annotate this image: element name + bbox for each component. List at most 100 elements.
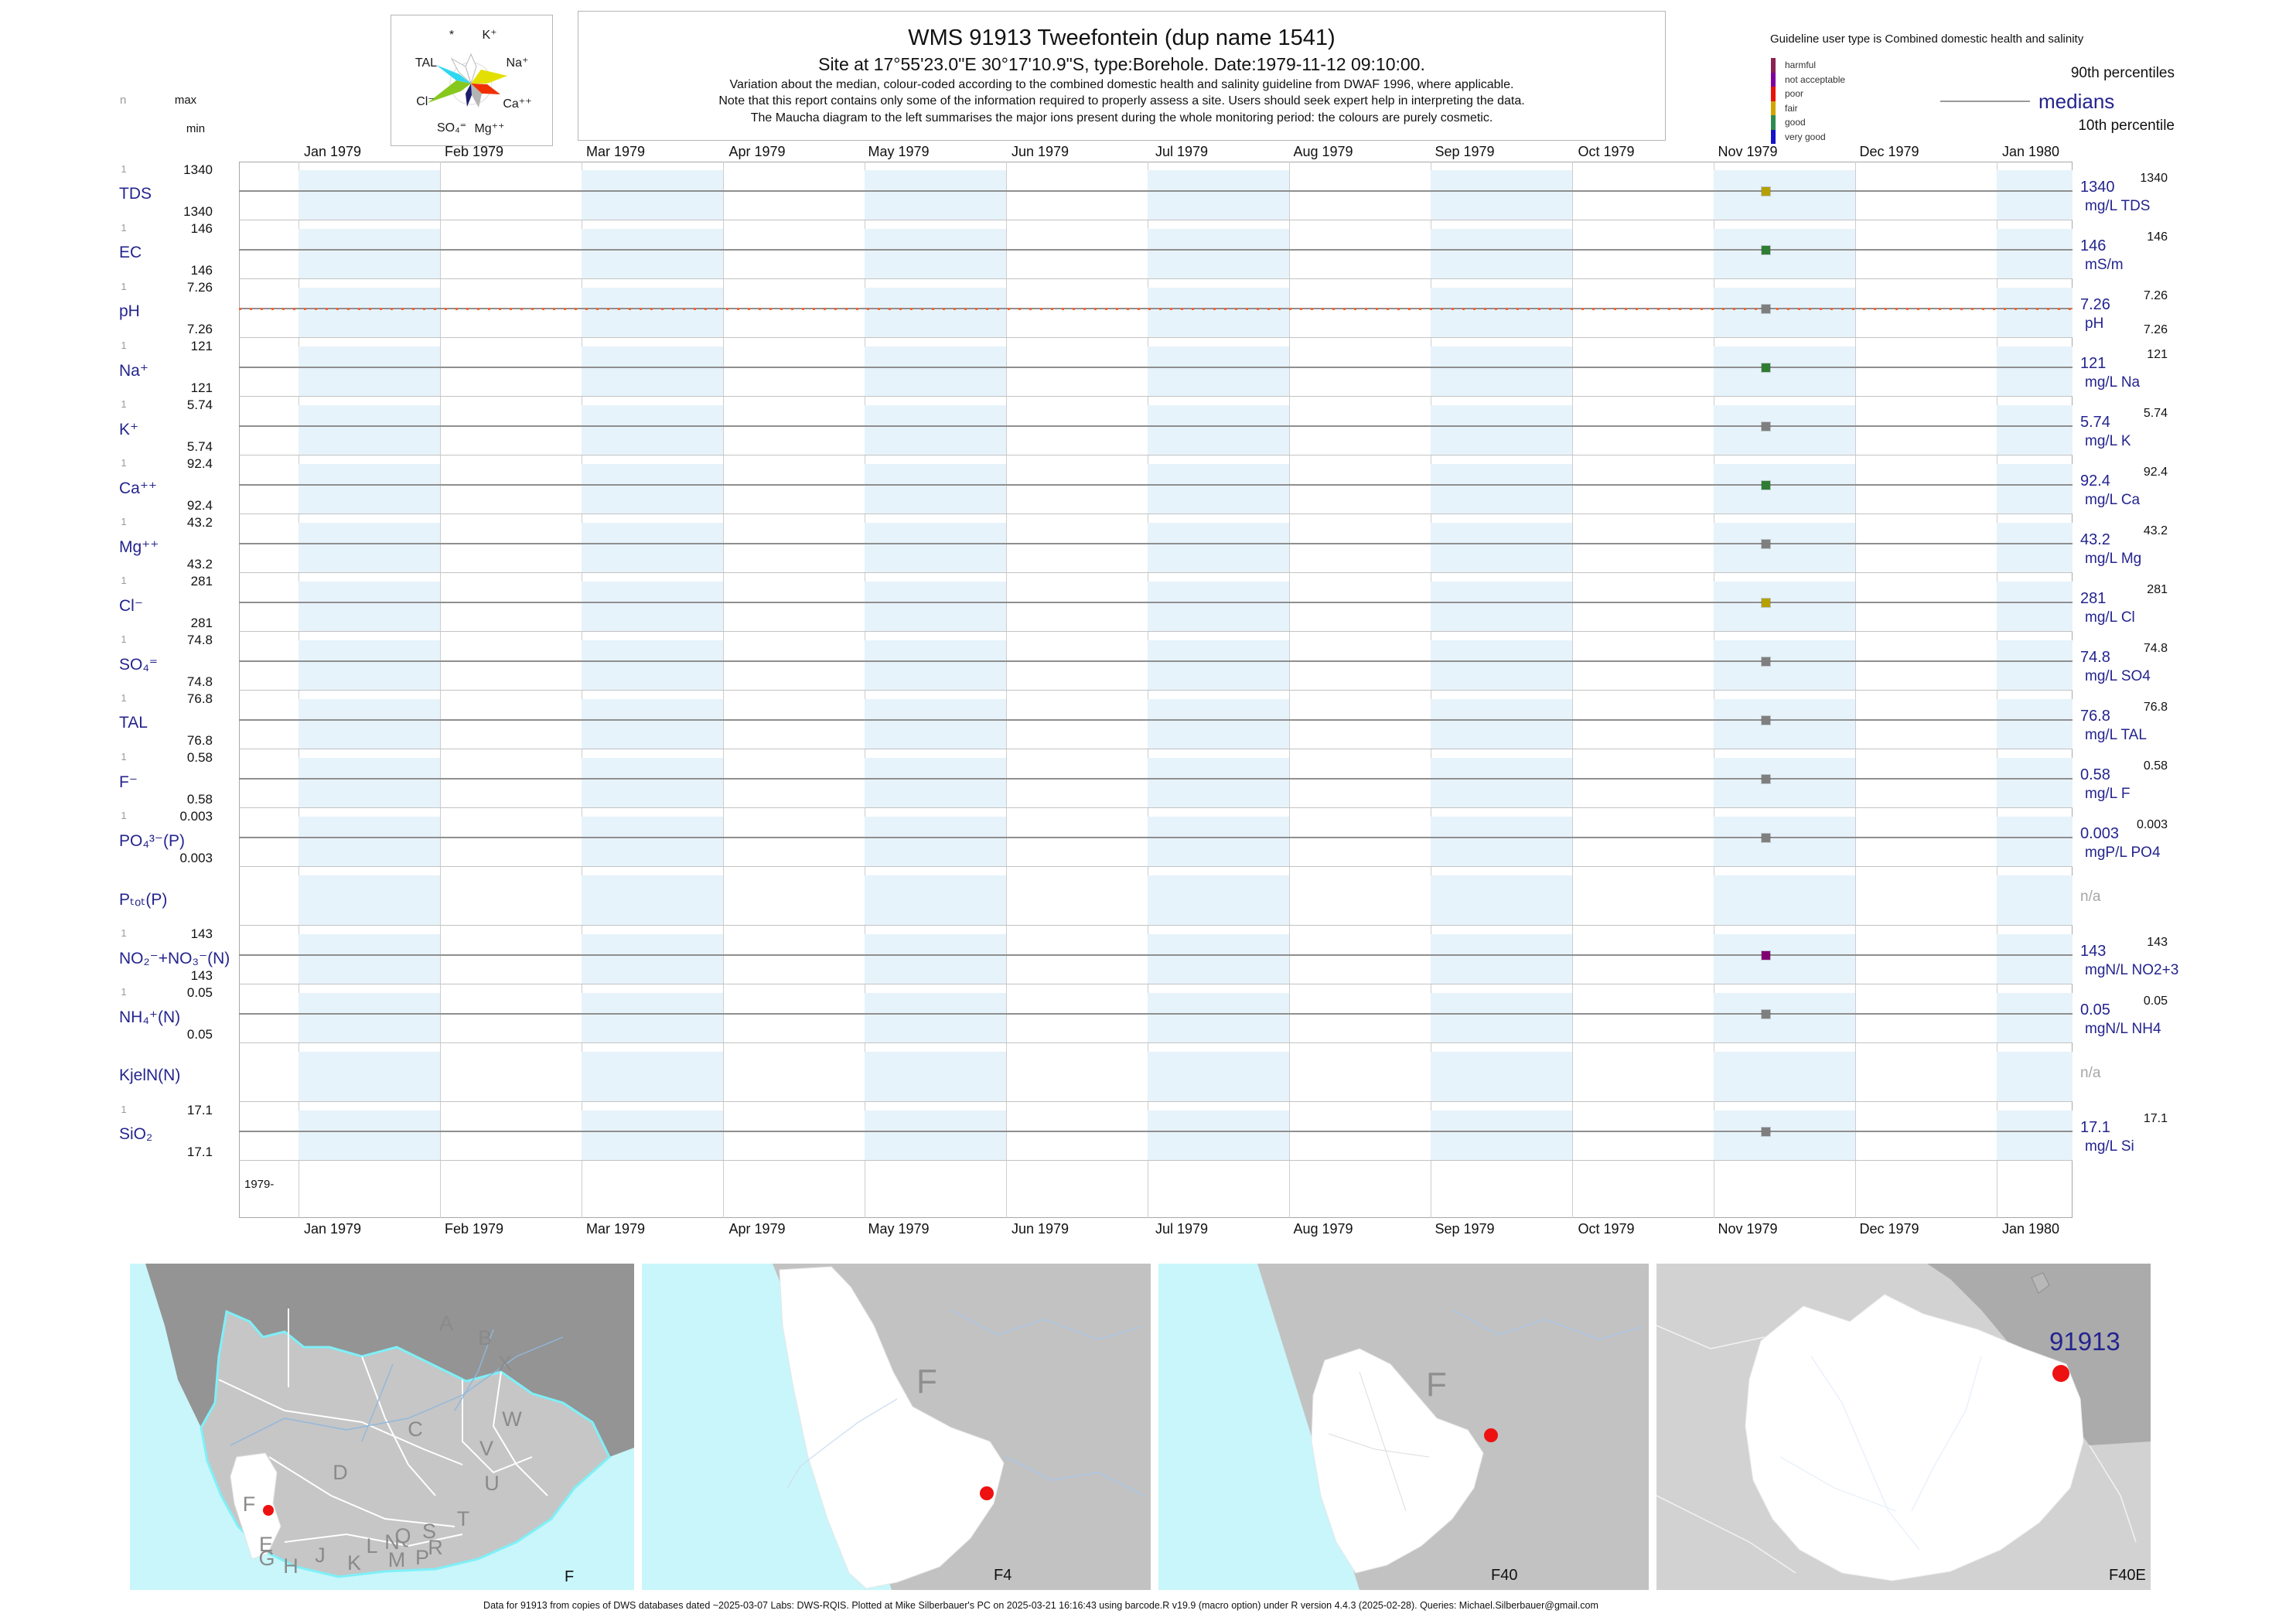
month-cell-shaded — [1431, 640, 1572, 690]
row-n-count: 1 — [121, 457, 127, 469]
report-title: WMS 91913 Tweefontein (dup name 1541) — [908, 26, 1336, 50]
row-median-value: 76.8 — [2080, 708, 2110, 725]
guideline-class-label: good — [1785, 117, 1806, 128]
footer-attribution: Data for 91913 from copies of DWS databa… — [483, 1600, 1598, 1611]
row-p90-value: 74.8 — [2143, 642, 2168, 655]
month-cell-shaded — [1714, 405, 1855, 455]
month-cell-shaded — [299, 1052, 440, 1101]
month-cell-shaded — [299, 993, 440, 1042]
param-row — [239, 926, 2073, 984]
map-panel-label-F4: F4 — [994, 1567, 1012, 1584]
row-param-name: pH — [119, 302, 140, 320]
row-median-value: 5.74 — [2080, 414, 2110, 431]
site-marker-f40e — [2052, 1365, 2069, 1382]
month-cell-shaded — [1148, 1111, 1289, 1160]
map-rivers — [230, 1329, 564, 1446]
drainage-region-letter: H — [283, 1554, 299, 1578]
site-subtitle: Site at 17°55'23.0"E 30°17'10.9"S, type:… — [818, 54, 1425, 74]
month-cell-shaded — [582, 758, 723, 807]
data-point — [1761, 950, 1770, 960]
drainage-region-letter: N — [384, 1530, 400, 1554]
data-point — [1761, 245, 1770, 254]
month-label-bottom: Jan 1980 — [2001, 1221, 2060, 1237]
title-box: WMS 91913 Tweefontein (dup name 1541) Si… — [578, 11, 1666, 141]
row-unit-label: pH — [2085, 316, 2104, 332]
month-cell-shaded — [1431, 1052, 1572, 1101]
map-neighbor-countries — [145, 1264, 634, 1457]
month-cell-shaded — [1148, 582, 1289, 631]
row-param-name: TDS — [119, 185, 152, 203]
row-min-value: 5.74 — [186, 439, 213, 454]
month-cell-shaded — [1997, 817, 2073, 866]
month-label-bottom: May 1979 — [868, 1221, 930, 1237]
month-cell-shaded — [582, 523, 723, 572]
maucha-ion-label: TAL — [415, 56, 438, 70]
row-p90-value: 143 — [2147, 936, 2168, 949]
row-param-name: TAL — [119, 714, 148, 732]
row-unit-label: mg/L Si — [2085, 1138, 2134, 1155]
guideline-user-type: Guideline user type is Combined domestic… — [1770, 32, 2084, 46]
row-median-value: 0.003 — [2080, 825, 2120, 842]
map-panel-label-F40: F40 — [1491, 1567, 1518, 1584]
row-param-name: K⁺ — [119, 421, 139, 438]
row-unit-label: mg/L Ca — [2085, 492, 2141, 508]
row-unit-label: mg/L TDS — [2085, 198, 2151, 214]
row-min-value: 281 — [190, 616, 213, 630]
row-unit-label: mgP/L PO4 — [2085, 844, 2161, 861]
row-p90-value: 92.4 — [2143, 466, 2168, 479]
month-cell-shaded — [1997, 993, 2073, 1042]
maucha-wedge-white-upleft — [450, 57, 473, 85]
month-cell-shaded — [865, 346, 1006, 396]
row-no-data-label: n/a — [2080, 1065, 2101, 1081]
month-cell-shaded — [1148, 288, 1289, 337]
row-no-data-label: n/a — [2080, 889, 2101, 905]
row-param-name: PO₄³⁻(P) — [119, 832, 185, 850]
row-median-value: 92.4 — [2080, 473, 2110, 490]
row-min-value: 0.003 — [179, 851, 213, 865]
row-median-value: 74.8 — [2080, 649, 2110, 666]
month-cell-shaded — [1997, 405, 2073, 455]
median-line — [239, 249, 2073, 251]
maucha-ion-label: Na⁺ — [506, 56, 529, 70]
data-point — [1761, 598, 1770, 607]
map-f40-rivers — [1452, 1309, 1643, 1340]
month-label-bottom: Dec 1979 — [1859, 1221, 1919, 1237]
maucha-wedge-yellow-na — [471, 70, 507, 84]
month-cell-shaded — [1714, 934, 1855, 984]
month-cell-shaded — [1997, 346, 2073, 396]
data-point — [1761, 363, 1770, 372]
month-cell-shaded — [1148, 640, 1289, 690]
month-cell-shaded — [1148, 993, 1289, 1042]
drainage-region-letter: X — [497, 1352, 513, 1375]
month-cell-shaded — [865, 993, 1006, 1042]
drainage-region-letter: J — [315, 1544, 326, 1567]
map-f40-region-letter: F — [1426, 1366, 1447, 1404]
month-cell-shaded — [1431, 699, 1572, 749]
drainage-region-letter: L — [366, 1534, 378, 1557]
row-p90-value: 0.58 — [2143, 759, 2168, 773]
row-p90-value: 146 — [2147, 230, 2168, 244]
map-f40-region-highlight — [1311, 1348, 1484, 1574]
month-cell-shaded — [299, 1111, 440, 1160]
maucha-ion-label: Cl⁻ — [416, 95, 435, 108]
month-cell-shaded — [582, 229, 723, 278]
month-cell-shaded — [582, 170, 723, 220]
row-n-count: 1 — [121, 810, 127, 821]
median-line — [239, 190, 2073, 192]
guideline-class-label: fair — [1785, 102, 1798, 114]
month-cell-shaded — [582, 346, 723, 396]
maucha-ion-label: Mg⁺⁺ — [474, 122, 505, 135]
row-p90-value: 0.05 — [2143, 995, 2168, 1008]
site-marker-f4 — [980, 1486, 994, 1500]
map-south-africa — [200, 1309, 611, 1578]
row-min-value: 1340 — [183, 204, 213, 219]
month-label-top: Jan 1979 — [303, 144, 362, 159]
row-p90-value: 76.8 — [2143, 701, 2168, 714]
month-cell-shaded — [1714, 758, 1855, 807]
median-line — [239, 719, 2073, 721]
stats-header-max: max — [174, 94, 197, 107]
maucha-wedge-gray-mg — [471, 84, 482, 107]
ph-guideline-dotted-line — [239, 307, 2073, 310]
row-min-value: 143 — [190, 968, 213, 983]
month-cell-shaded — [299, 346, 440, 396]
